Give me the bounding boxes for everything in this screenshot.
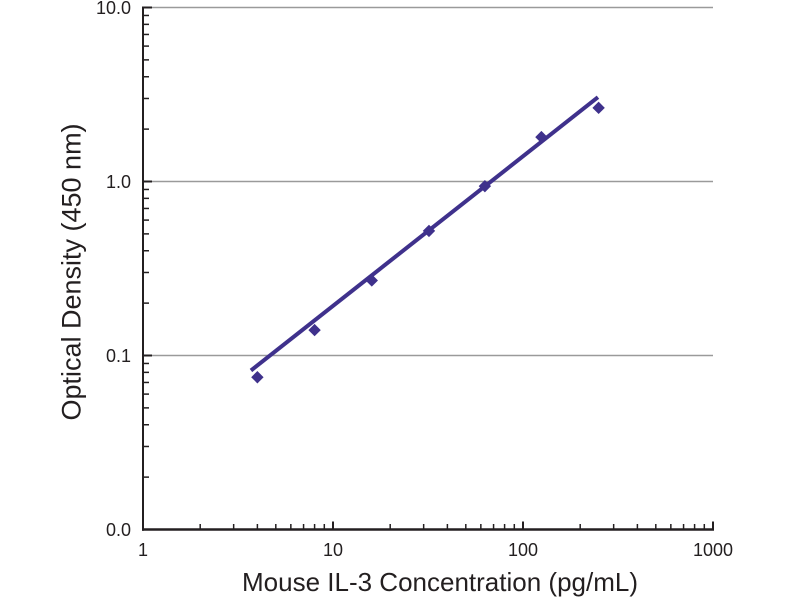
x-tick-label: 100 bbox=[508, 540, 538, 560]
x-axis-title: Mouse IL-3 Concentration (pg/mL) bbox=[242, 567, 638, 597]
y-tick-label: 0.1 bbox=[106, 346, 131, 366]
data-point-diamond bbox=[535, 130, 548, 144]
y-axis-title: Optical Density (450 nm) bbox=[56, 123, 87, 421]
y-tick-label: 0.0 bbox=[106, 520, 131, 540]
data-point-diamond bbox=[478, 179, 492, 193]
y-tick-label: 10.0 bbox=[96, 0, 131, 18]
x-tick-label: 1000 bbox=[693, 540, 733, 560]
x-tick-label: 10 bbox=[323, 540, 343, 560]
trend-line bbox=[249, 95, 600, 373]
data-point-diamond bbox=[365, 274, 378, 287]
data-point-diamond bbox=[422, 224, 436, 238]
data-point-diamond bbox=[251, 371, 264, 384]
data-point-diamond bbox=[308, 323, 321, 337]
y-tick-label: 1.0 bbox=[106, 172, 131, 192]
data-point-diamond bbox=[592, 101, 605, 115]
x-tick-label: 1 bbox=[138, 540, 148, 560]
